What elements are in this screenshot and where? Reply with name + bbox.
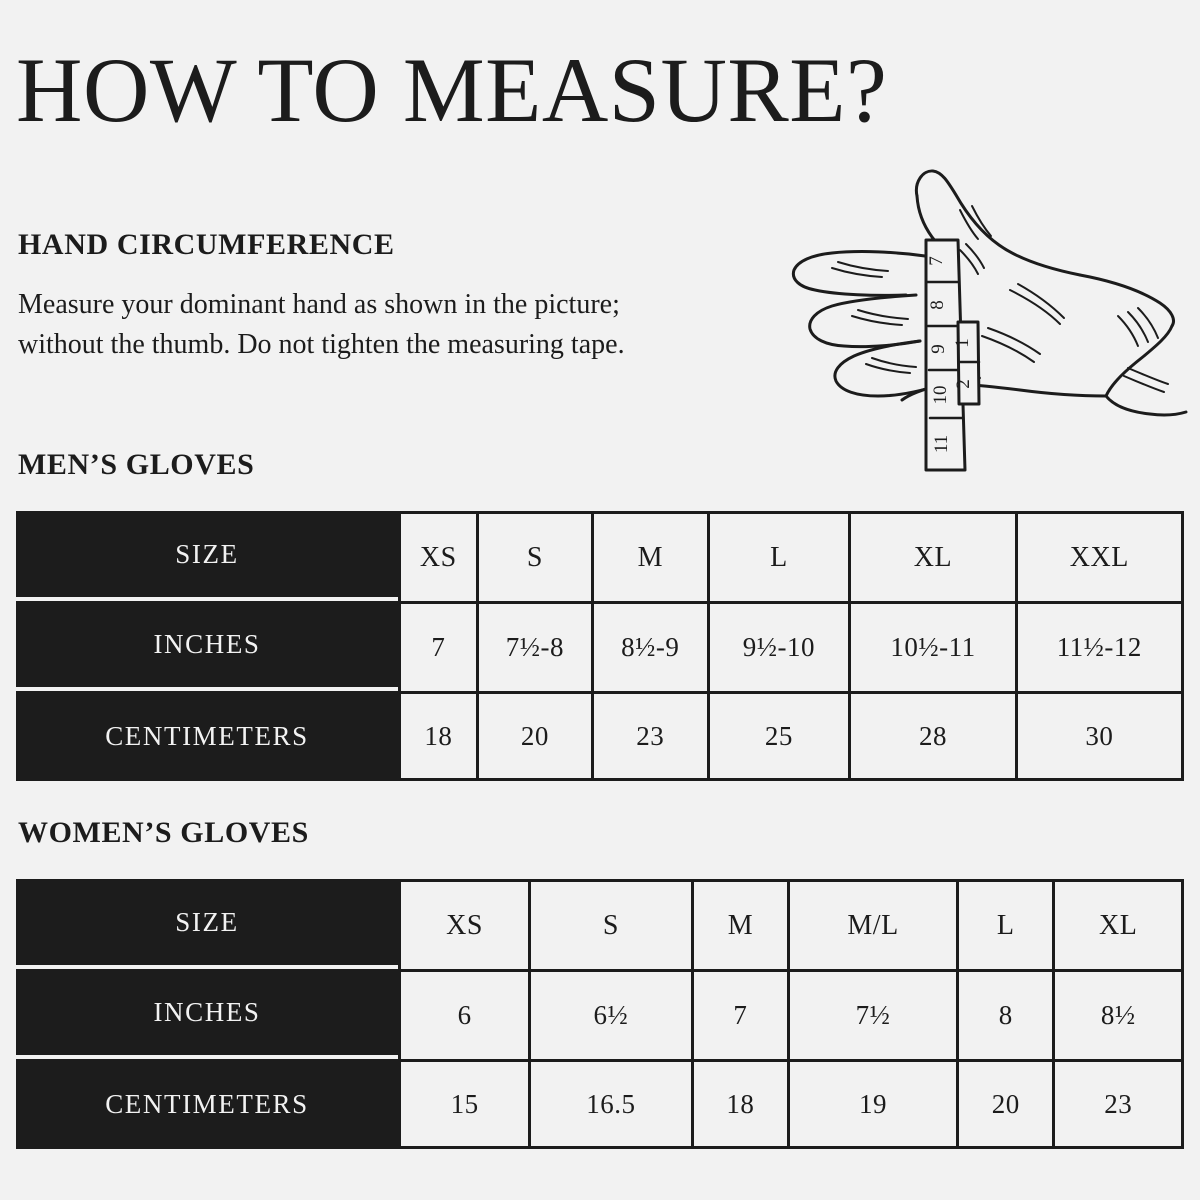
row-label-centimeters: CENTIMETERS [16,1059,398,1149]
section-heading-mens-gloves: MEN’S GLOVES [18,448,255,481]
cell-mens-size-m: M [594,511,710,601]
row-label-centimeters: CENTIMETERS [16,691,398,781]
cell-mens-cm-m: 23 [594,691,710,781]
cell-mens-cm-xs: 18 [398,691,479,781]
section-heading-womens-gloves: WOMEN’S GLOVES [18,816,309,849]
row-label-size: SIZE [16,879,398,969]
tape-label-11: 11 [931,435,952,453]
page-title: HOW TO MEASURE? [16,39,888,141]
cell-mens-size-l: L [709,511,852,601]
cell-womens-size-ml: M/L [790,879,959,969]
cell-mens-cm-xl: 28 [851,691,1018,781]
cell-mens-inches-xs: 7 [398,601,479,691]
hand-circumference-section: HAND CIRCUMFERENCE Measure your dominant… [18,228,678,365]
cell-womens-size-xl: XL [1055,879,1184,969]
cell-womens-cm-l: 20 [958,1059,1056,1149]
table-row: CENTIMETERS 15 16.5 18 19 20 23 [16,1059,1184,1149]
cell-womens-size-m: M [693,879,791,969]
cell-womens-cm-xs: 15 [398,1059,532,1149]
cell-mens-inches-xxl: 11½-12 [1017,601,1184,691]
mens-gloves-size-table: SIZE XS S M L XL XXL INCHES 7 7½-8 8½-9 … [16,511,1184,781]
cell-mens-inches-xl: 10½-11 [851,601,1018,691]
cell-womens-cm-ml: 19 [790,1059,959,1149]
cell-mens-cm-s: 20 [478,691,595,781]
table-row: SIZE XS S M M/L L XL [16,879,1184,969]
hand-with-measuring-tape-illustration: 7 8 9 10 11 1 2 [720,140,1190,490]
cell-mens-inches-s: 7½-8 [478,601,595,691]
tape-end-label-2: 2 [953,379,974,389]
tape-label-9: 9 [928,344,949,354]
row-label-inches: INCHES [16,969,398,1059]
table-row: INCHES 6 6½ 7 7½ 8 8½ [16,969,1184,1059]
cell-womens-inches-xs: 6 [398,969,532,1059]
cell-womens-inches-ml: 7½ [790,969,959,1059]
section-heading-hand-circumference: HAND CIRCUMFERENCE [18,228,395,261]
cell-mens-inches-m: 8½-9 [594,601,710,691]
cell-womens-cm-xl: 23 [1055,1059,1184,1149]
cell-womens-cm-s: 16.5 [531,1059,694,1149]
measuring-instructions: Measure your dominant hand as shown in t… [18,289,625,360]
tape-label-10: 10 [930,386,951,405]
tape-measure-numbers: 7 8 9 10 11 1 2 [926,256,974,453]
table-row: SIZE XS S M L XL XXL [16,511,1184,601]
cell-womens-size-l: L [958,879,1056,969]
cell-mens-size-xs: XS [398,511,479,601]
cell-mens-size-xl: XL [851,511,1018,601]
hand-illustration-svg: 7 8 9 10 11 1 2 [791,169,1188,472]
womens-gloves-size-table: SIZE XS S M M/L L XL INCHES 6 6½ 7 7½ 8 … [16,879,1184,1149]
cell-womens-inches-m: 7 [693,969,791,1059]
tape-end-label-1: 1 [952,338,973,348]
table-row: INCHES 7 7½-8 8½-9 9½-10 10½-11 11½-12 [16,601,1184,691]
cell-mens-cm-xxl: 30 [1017,691,1184,781]
cell-mens-inches-l: 9½-10 [709,601,852,691]
tape-label-8: 8 [927,300,948,310]
cell-womens-size-xs: XS [398,879,532,969]
table-row: CENTIMETERS 18 20 23 25 28 30 [16,691,1184,781]
cell-womens-cm-m: 18 [693,1059,791,1149]
cell-mens-cm-l: 25 [709,691,852,781]
cell-mens-size-xxl: XXL [1017,511,1184,601]
row-label-inches: INCHES [16,601,398,691]
cell-womens-inches-xl: 8½ [1055,969,1184,1059]
cell-mens-size-s: S [478,511,595,601]
cell-womens-inches-s: 6½ [531,969,694,1059]
cell-womens-size-s: S [531,879,694,969]
cell-womens-inches-l: 8 [958,969,1056,1059]
row-label-size: SIZE [16,511,398,601]
tape-label-7: 7 [926,256,947,266]
